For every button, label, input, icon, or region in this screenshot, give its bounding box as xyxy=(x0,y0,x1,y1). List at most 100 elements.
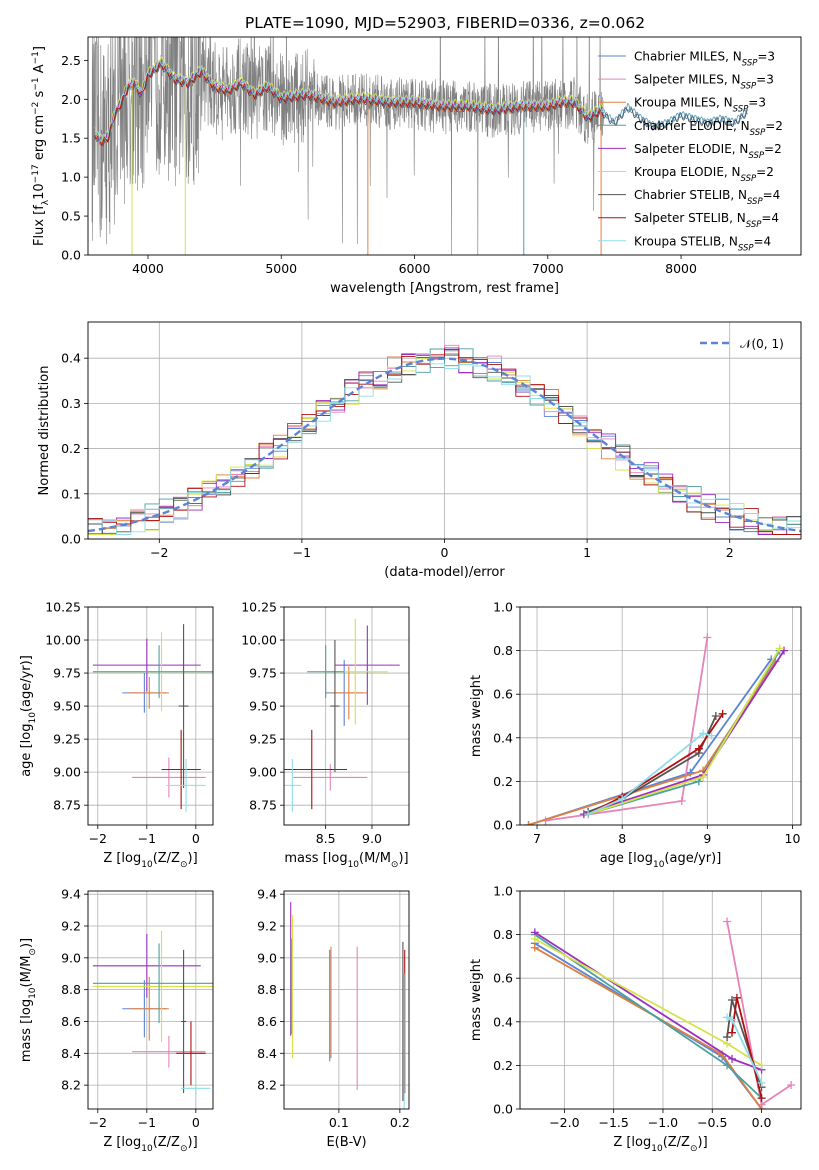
y-axis-label: age [log10(age/yr)] xyxy=(19,655,38,777)
label-part: =4 xyxy=(754,234,772,248)
x-tick-label: 8000 xyxy=(665,261,697,276)
weight-marker xyxy=(757,1061,766,1070)
x-axis-label: Z [log10(Z/Z⊙)] xyxy=(103,851,197,870)
legend-normal-label: 𝒩(0, 1) xyxy=(740,337,784,351)
label-part: ⊙ xyxy=(391,860,399,870)
y-tick-label: 8.75 xyxy=(53,798,81,813)
label-part: 10 xyxy=(141,1144,153,1154)
y-tick-label: 0.0 xyxy=(493,818,513,833)
label-part: =4 xyxy=(763,188,781,202)
y-tick-label: 1.5 xyxy=(61,131,81,146)
label-part: SSP xyxy=(733,105,749,115)
y-axis-label: mass [log10(M/M⊙)] xyxy=(19,938,38,1062)
weight-marker xyxy=(699,773,708,782)
y-tick-label: 9.00 xyxy=(249,765,277,780)
weight-marker xyxy=(727,1054,736,1063)
x-tick-label: 5000 xyxy=(265,261,297,276)
plot-area xyxy=(530,917,796,1109)
x-tick-label: 8 xyxy=(618,831,626,846)
legend-label-8: Kroupa STELIB, NSSP=4 xyxy=(634,234,771,253)
label-part: 10 xyxy=(348,860,360,870)
y-tick-label: 9.2 xyxy=(257,919,277,934)
weight-marker xyxy=(723,917,732,926)
label-part: ] xyxy=(32,46,47,51)
weight-marker xyxy=(757,1078,766,1087)
x-tick-label: −2 xyxy=(150,545,168,560)
label-part: 10 xyxy=(28,712,38,724)
y-tick-label: 8.8 xyxy=(257,982,277,997)
y-tick-label: 0.8 xyxy=(493,927,513,942)
legend-label-4: Salpeter ELODIE, NSSP=2 xyxy=(634,142,782,161)
y-tick-label: 8.6 xyxy=(257,1014,277,1029)
x-tick-label: 0 xyxy=(192,1115,200,1130)
y-tick-label: 8.4 xyxy=(61,1046,81,1061)
x-tick-label: −0.5 xyxy=(697,1115,727,1130)
weight-marker xyxy=(530,943,539,952)
x-axis-label: (data-model)/error xyxy=(384,565,505,580)
x-axis-label: Z [log10(Z/Z⊙)] xyxy=(103,1135,197,1154)
label-part: SSP xyxy=(741,174,757,184)
label-part: ⊙ xyxy=(180,860,188,870)
y-tick-label: 10.00 xyxy=(45,633,81,648)
label-part: SSP xyxy=(747,197,763,207)
y-tick-label: 10.00 xyxy=(241,633,277,648)
label-part: Salpeter MILES, N xyxy=(634,73,741,87)
weight-marker xyxy=(775,644,784,653)
x-tick-label: −2 xyxy=(89,1115,107,1130)
axes-frame xyxy=(519,890,802,1110)
x-axis-label: Z [log10(Z/Z⊙)] xyxy=(613,1135,707,1154)
label-part: −2 xyxy=(31,102,41,115)
label-part: 10 xyxy=(28,987,38,999)
y-tick-label: 1.0 xyxy=(493,884,513,899)
y-tick-label: 1.0 xyxy=(61,170,81,185)
label-part: Chabrier MILES, N xyxy=(634,50,742,64)
weight-marker xyxy=(779,646,788,655)
label-part: −17 xyxy=(31,164,41,183)
y-tick-label: 10.25 xyxy=(241,600,277,615)
label-part: (age/yr)] xyxy=(664,851,721,866)
normal-curve xyxy=(88,357,801,533)
weight-marker xyxy=(732,993,741,1002)
label-part: (M/M xyxy=(359,851,391,866)
plot-area xyxy=(284,618,400,812)
y-tick-label: 9.0 xyxy=(257,950,277,965)
x-tick-label: 7000 xyxy=(532,261,564,276)
y-tick-label: 0.3 xyxy=(61,396,81,411)
label-part: =3 xyxy=(756,73,774,87)
y-axis-label: mass weight xyxy=(469,675,484,757)
label-part: erg cm xyxy=(32,115,47,164)
plot-area xyxy=(92,624,213,812)
label-part: )] xyxy=(188,851,198,866)
weight-marker xyxy=(723,1033,732,1042)
plot-area xyxy=(524,633,788,825)
label-part: 10 xyxy=(141,860,153,870)
histogram-series-8 xyxy=(88,353,801,535)
weight-marker xyxy=(718,709,727,718)
label-part: =3 xyxy=(748,96,766,110)
legend-label-7: Salpeter STELIB, NSSP=4 xyxy=(634,211,779,230)
plot-area xyxy=(290,902,406,1109)
label-part: Chabrier ELODIE, N xyxy=(634,119,750,133)
y-tick-label: 8.4 xyxy=(257,1046,277,1061)
y-tick-label: 9.4 xyxy=(257,887,277,902)
y-tick-label: 0.6 xyxy=(493,971,513,986)
label-part: A xyxy=(32,64,47,77)
weight-marker xyxy=(584,810,593,819)
y-tick-label: 0.4 xyxy=(493,1014,513,1029)
y-tick-label: 0.1 xyxy=(61,486,81,501)
y-tick-label: 0.6 xyxy=(493,687,513,702)
label-part: SSP xyxy=(748,151,764,161)
weight-marker xyxy=(703,633,712,642)
x-tick-label: 4000 xyxy=(132,261,164,276)
label-part: =2 xyxy=(764,142,782,156)
plot-area xyxy=(92,930,213,1097)
weight-marker xyxy=(711,712,720,720)
y-tick-label: 9.50 xyxy=(53,699,81,714)
x-tick-label: −1 xyxy=(293,545,311,560)
x-tick-label: −1 xyxy=(138,831,156,846)
x-tick-label: 2 xyxy=(726,545,734,560)
y-tick-label: 0.4 xyxy=(61,351,81,366)
y-axis-label: mass weight xyxy=(469,959,484,1041)
y-tick-label: 9.75 xyxy=(53,666,81,681)
axes-frame xyxy=(87,890,214,1110)
